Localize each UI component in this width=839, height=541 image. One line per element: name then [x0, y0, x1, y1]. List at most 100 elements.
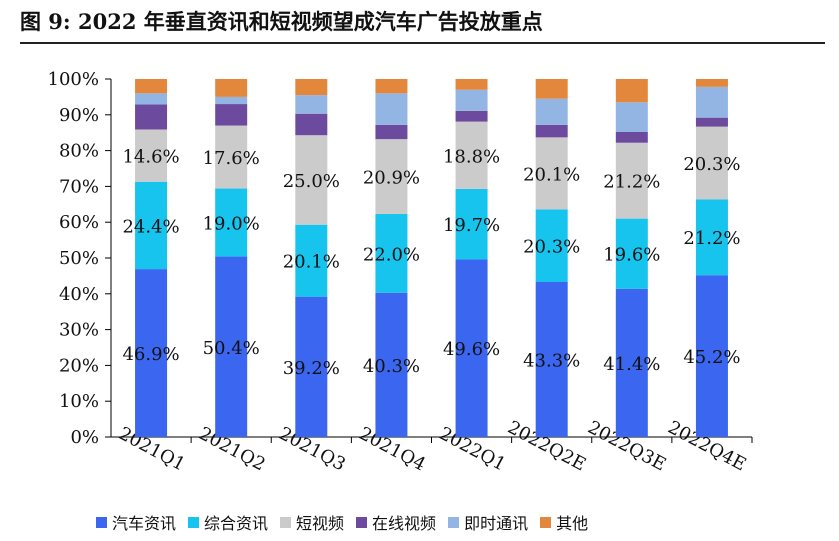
data-label: 43.3%: [523, 350, 580, 371]
legend-label: 短视频: [296, 514, 345, 533]
legend-item: 综合资讯: [188, 510, 268, 534]
legend-label: 在线视频: [372, 514, 437, 533]
bar-segment: [695, 199, 728, 276]
legend-item: 短视频: [280, 510, 344, 534]
data-label: 24.4%: [122, 216, 179, 237]
data-label: 22.0%: [363, 244, 420, 265]
bar-segment: [295, 95, 328, 114]
data-label: 21.2%: [683, 228, 740, 249]
legend-swatch: [96, 516, 107, 528]
bar-segment: [135, 181, 168, 270]
y-tick-label: 80%: [59, 141, 99, 162]
bar-segment: [135, 129, 168, 182]
y-tick-label: 90%: [59, 105, 99, 126]
figure-title: 图 9: 2022 年垂直资讯和短视频望成汽车广告投放重点: [20, 9, 543, 34]
bar-segment: [135, 269, 168, 437]
bar-segment: [535, 137, 568, 210]
legend-swatch: [188, 516, 200, 528]
data-labels: 46.9% 24.4% 14.6% 50.4% 19.0% 17.6% 39.2% 20.1%…: [122, 146, 740, 379]
x-axis: 2021Q1 2021Q2 2021Q3 2021Q4 2022Q12022Q2E202…: [111, 417, 753, 475]
bar-segment: [375, 213, 408, 293]
bar-segment: [455, 110, 488, 122]
bar-segment: [215, 96, 248, 105]
bar-segment: [215, 79, 248, 97]
legend-item: 汽车资讯: [96, 510, 176, 534]
bar-segment: [135, 104, 168, 130]
bar-segment: [695, 126, 728, 200]
bar-segment: [135, 79, 168, 94]
data-label: 20.9%: [363, 168, 420, 189]
bar-segment: [295, 113, 328, 136]
bar-segment: [455, 188, 488, 260]
bar-segment: [535, 281, 568, 437]
data-label: 20.1%: [523, 164, 580, 185]
bar-segment: [215, 125, 248, 189]
bar-segment: [615, 102, 648, 132]
bar-segment: [455, 121, 488, 189]
bar-segment: [455, 259, 488, 437]
data-label: 20.3%: [683, 154, 740, 175]
legend: 汽车资讯 综合资讯 短视频 在线视频 即时通讯 其他: [96, 510, 600, 534]
bar-segment: [295, 224, 328, 297]
data-label: 49.6%: [443, 339, 500, 360]
data-label: 20.3%: [523, 237, 580, 258]
bar-segment: [215, 256, 248, 437]
data-label: 45.2%: [683, 347, 740, 368]
data-label: 14.6%: [122, 147, 179, 168]
data-label: 20.1%: [283, 252, 340, 273]
bar-segment: [455, 89, 488, 111]
bar-segment: [695, 86, 728, 118]
y-axis: 0% 10% 20% 30% 40% 50% 60% 70% 80% 90% 100%: [48, 69, 112, 448]
bar-segment: [375, 79, 408, 94]
bar-segment: [695, 117, 728, 127]
bar-segment: [295, 79, 328, 96]
bar-segment: [615, 218, 648, 289]
bar-segment: [295, 135, 328, 225]
bar-segment: [455, 79, 488, 90]
y-tick-label: 60%: [59, 212, 99, 233]
y-tick-label: 0%: [70, 427, 99, 448]
bar-segment: [535, 79, 568, 99]
bar-segment: [375, 93, 408, 125]
data-label: 19.6%: [603, 245, 660, 266]
data-label: 25.0%: [283, 171, 340, 192]
data-label: 17.6%: [203, 148, 260, 169]
bar-segment: [215, 188, 248, 257]
bar-segment: [535, 124, 568, 138]
legend-swatch: [356, 516, 368, 528]
bar-segment: [535, 98, 568, 125]
bar-segment: [695, 79, 728, 87]
y-tick-label: 20%: [59, 355, 99, 376]
bar-segment: [535, 209, 568, 282]
data-label: 19.0%: [203, 214, 260, 235]
legend-label: 即时通讯: [464, 514, 529, 533]
y-tick-label: 40%: [59, 284, 99, 305]
data-label: 41.4%: [603, 354, 660, 375]
title-rule: [20, 42, 825, 44]
legend-label: 其他: [556, 514, 589, 533]
bar-segment: [615, 131, 648, 143]
y-tick-label: 100%: [48, 69, 99, 90]
data-label: 39.2%: [283, 358, 340, 379]
bar-segment: [135, 93, 168, 105]
y-tick-label: 50%: [59, 248, 99, 269]
bar-segment: [295, 296, 328, 437]
legend-swatch: [280, 516, 292, 528]
bars: [135, 79, 728, 437]
data-label: 18.8%: [443, 146, 500, 167]
y-tick-label: 70%: [59, 176, 99, 197]
data-label: 40.3%: [363, 356, 420, 377]
legend-swatch: [540, 516, 552, 528]
data-label: 21.2%: [603, 172, 660, 193]
legend-label: 综合资讯: [204, 514, 269, 533]
bar-segment: [695, 275, 728, 437]
bar-segment: [615, 142, 648, 219]
data-label: 19.7%: [443, 215, 500, 236]
legend-item: 在线视频: [356, 510, 436, 534]
bar-segment: [615, 79, 648, 103]
data-label: 46.9%: [122, 344, 179, 365]
y-tick-label: 30%: [59, 320, 99, 341]
bar-segment: [615, 288, 648, 437]
legend-item: 其他: [540, 510, 588, 534]
